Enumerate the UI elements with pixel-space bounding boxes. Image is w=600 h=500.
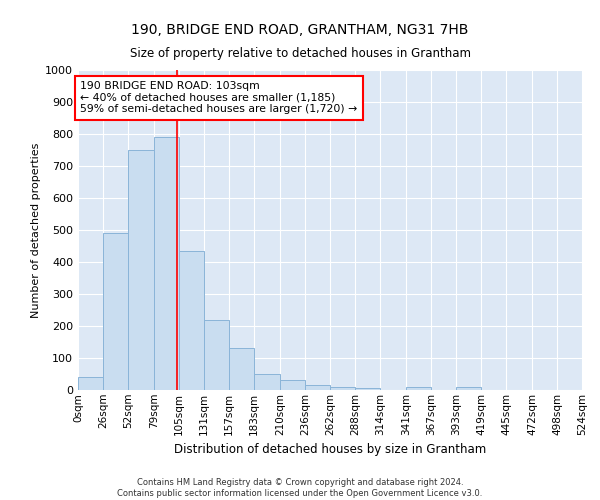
Bar [154, 137, 179, 390]
Text: Size of property relative to detached houses in Grantham: Size of property relative to detached ho… [130, 48, 470, 60]
Bar [254, 374, 280, 390]
Y-axis label: Number of detached properties: Number of detached properties [31, 142, 41, 318]
Bar [330, 388, 355, 390]
Bar [355, 388, 380, 390]
Bar [305, 385, 330, 390]
Bar [128, 150, 154, 390]
Bar [229, 348, 254, 390]
Bar [179, 251, 204, 390]
Text: 190, BRIDGE END ROAD, GRANTHAM, NG31 7HB: 190, BRIDGE END ROAD, GRANTHAM, NG31 7HB [131, 22, 469, 36]
Bar [204, 320, 229, 390]
Bar [78, 377, 103, 390]
Text: Contains HM Land Registry data © Crown copyright and database right 2024.
Contai: Contains HM Land Registry data © Crown c… [118, 478, 482, 498]
X-axis label: Distribution of detached houses by size in Grantham: Distribution of detached houses by size … [174, 443, 486, 456]
Bar [280, 380, 305, 390]
Text: 190 BRIDGE END ROAD: 103sqm
← 40% of detached houses are smaller (1,185)
59% of : 190 BRIDGE END ROAD: 103sqm ← 40% of det… [80, 81, 357, 114]
Bar [406, 387, 431, 390]
Bar [456, 387, 481, 390]
Bar [103, 233, 128, 390]
